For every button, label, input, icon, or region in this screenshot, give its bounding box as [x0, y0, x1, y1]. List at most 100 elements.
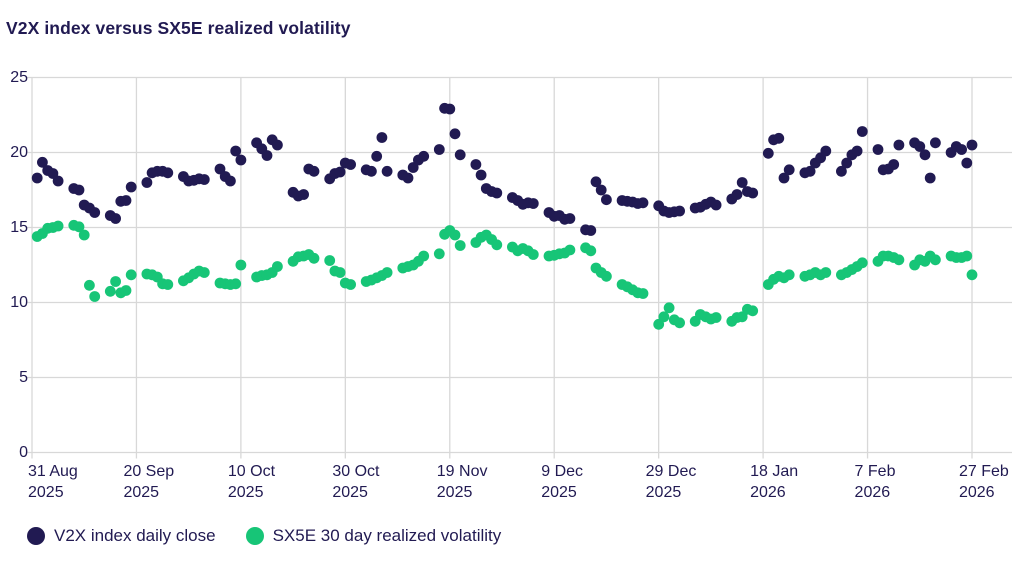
- v2x-series-dot-icon: [27, 527, 45, 545]
- data-point-v2x: [31, 172, 43, 184]
- data-point-v2x: [418, 150, 430, 162]
- data-point-v2x: [444, 103, 456, 115]
- data-point-v2x: [585, 225, 597, 236]
- data-point-sx5e: [585, 245, 597, 257]
- data-point-sx5e: [961, 250, 973, 262]
- chart-title: V2X index versus SX5E realized volatilit…: [6, 18, 351, 38]
- y-tick-label: 15: [10, 218, 28, 236]
- data-point-v2x: [856, 126, 868, 137]
- x-tick-label: 9 Dec 2025: [541, 463, 584, 501]
- data-point-v2x: [914, 141, 926, 152]
- data-point-v2x: [73, 184, 85, 196]
- data-point-v2x: [308, 165, 320, 177]
- data-point-v2x: [272, 139, 283, 151]
- data-point-v2x: [731, 189, 743, 200]
- data-point-v2x: [470, 159, 482, 170]
- data-point-v2x: [637, 197, 649, 209]
- data-point-v2x: [475, 169, 487, 181]
- y-tick-label: 0: [19, 443, 28, 461]
- data-point-v2x: [710, 199, 722, 211]
- x-tick-label: 31 Aug 2025: [28, 463, 78, 501]
- data-point-v2x: [407, 162, 419, 173]
- data-point-v2x: [230, 145, 242, 157]
- data-point-sx5e: [334, 267, 346, 278]
- data-point-sx5e: [747, 305, 759, 317]
- data-point-sx5e: [966, 269, 978, 281]
- data-point-v2x: [214, 163, 226, 175]
- data-point-v2x: [956, 144, 967, 155]
- data-point-sx5e: [930, 254, 941, 266]
- data-point-v2x: [783, 164, 795, 176]
- data-point-v2x: [110, 213, 121, 224]
- data-point-sx5e: [78, 229, 90, 241]
- data-point-v2x: [747, 187, 759, 199]
- y-tick-label: 10: [10, 293, 28, 311]
- data-point-v2x: [89, 207, 101, 218]
- data-point-v2x: [564, 213, 576, 224]
- data-point-v2x: [841, 157, 853, 169]
- data-point-v2x: [402, 172, 414, 184]
- data-point-sx5e: [230, 278, 242, 290]
- data-point-sx5e: [125, 269, 137, 281]
- data-point-v2x: [376, 132, 388, 143]
- data-point-v2x: [674, 205, 685, 217]
- data-point-v2x: [162, 167, 174, 179]
- data-point-v2x: [298, 189, 309, 200]
- x-tick-label: 30 Oct 2025: [332, 463, 380, 501]
- data-point-sx5e: [272, 261, 283, 272]
- data-point-v2x: [449, 128, 461, 140]
- data-point-sx5e: [856, 257, 868, 269]
- data-point-v2x: [225, 175, 236, 187]
- data-point-sx5e: [52, 220, 64, 232]
- data-point-sx5e: [491, 239, 503, 251]
- data-point-v2x: [836, 165, 847, 177]
- data-point-v2x: [37, 156, 48, 168]
- data-point-sx5e: [433, 248, 445, 260]
- data-point-v2x: [47, 168, 59, 179]
- x-tick-label: 27 Feb 2026: [958, 463, 1009, 501]
- data-point-v2x: [778, 172, 790, 184]
- data-point-sx5e: [162, 279, 174, 290]
- data-point-v2x: [52, 175, 64, 187]
- data-point-v2x: [893, 139, 905, 151]
- chart-legend: V2X index daily close SX5E 30 day realiz…: [27, 526, 501, 546]
- data-point-v2x: [961, 157, 973, 169]
- data-point-v2x: [773, 132, 785, 144]
- data-point-v2x: [345, 159, 356, 170]
- legend-label-v2x: V2X index daily close: [54, 526, 216, 545]
- data-point-sx5e: [198, 267, 210, 278]
- legend-item-v2x: V2X index daily close: [27, 526, 216, 546]
- data-point-v2x: [371, 150, 383, 162]
- data-point-sx5e: [658, 311, 670, 323]
- data-point-v2x: [736, 177, 748, 188]
- data-point-sx5e: [449, 229, 461, 241]
- x-tick-label: 20 Sep 2025: [123, 463, 175, 501]
- legend-label-sx5e: SX5E 30 day realized volatility: [272, 526, 502, 545]
- data-point-v2x: [590, 176, 602, 188]
- data-point-sx5e: [308, 252, 320, 264]
- data-point-sx5e: [89, 291, 101, 302]
- data-point-v2x: [820, 145, 832, 157]
- data-point-sx5e: [710, 312, 722, 323]
- x-tick-label: 7 Feb 2026: [854, 463, 896, 501]
- data-point-v2x: [454, 149, 466, 161]
- data-point-v2x: [235, 154, 247, 166]
- data-point-v2x: [381, 165, 393, 177]
- y-tick-label: 25: [10, 68, 28, 86]
- data-point-v2x: [141, 177, 153, 188]
- data-point-sx5e: [674, 317, 685, 329]
- data-point-v2x: [527, 198, 539, 209]
- legend-item-sx5e: SX5E 30 day realized volatility: [245, 526, 502, 546]
- data-point-v2x: [804, 165, 816, 177]
- data-point-sx5e: [783, 269, 795, 281]
- data-point-sx5e: [653, 318, 665, 330]
- data-point-sx5e: [736, 311, 748, 323]
- data-point-sx5e: [454, 240, 466, 251]
- data-point-sx5e: [345, 279, 356, 290]
- data-point-v2x: [919, 149, 931, 161]
- sx5e-series-dot-icon: [245, 527, 264, 545]
- data-point-v2x: [930, 137, 941, 149]
- data-point-v2x: [198, 174, 210, 185]
- data-point-v2x: [966, 139, 978, 151]
